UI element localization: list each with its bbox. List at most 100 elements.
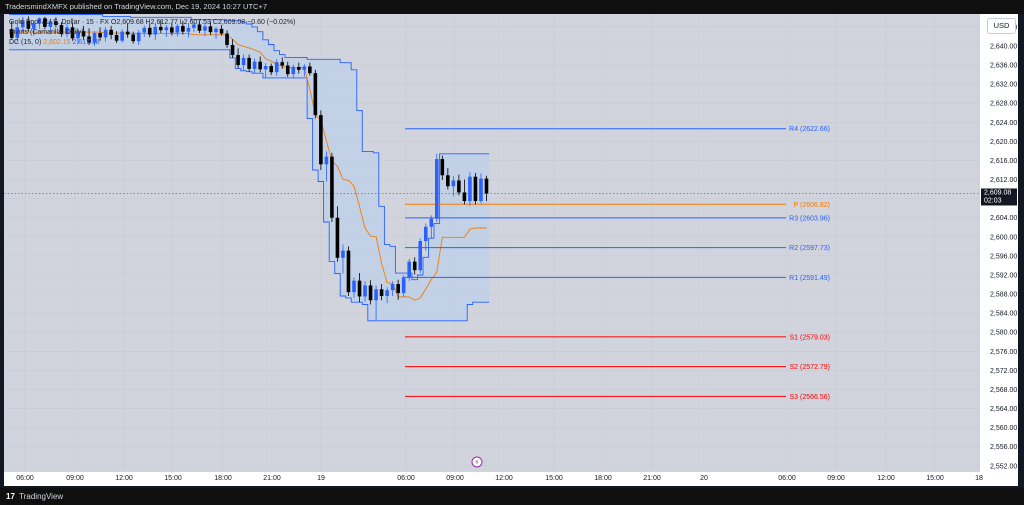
candle [241,57,246,66]
candle [291,66,296,75]
candle [418,241,423,271]
publisher-bar: TradersmindXMFX published on TradingView… [0,0,1024,14]
x-tick-label: 18:00 [214,475,232,482]
candlestick-chart[interactable]: 2,644.002,640.002,636.002,632.002,628.00… [4,14,1018,486]
x-tick-label: 15:00 [926,475,944,482]
tradingview-logo-icon[interactable]: 17 [6,492,15,501]
tradingview-brand[interactable]: TradingView [19,492,64,501]
candle [457,180,461,193]
candle [407,261,411,278]
candle [98,33,102,38]
candle [396,284,400,294]
candle [219,28,224,34]
candle [170,27,174,33]
candle [230,45,235,56]
candle [352,280,356,293]
candle [385,290,389,296]
y-tick-label: 2,560.00 [990,425,1017,432]
footer-bar: 17 TradingView [0,488,1024,505]
time-axis-background [4,472,980,486]
x-tick-label: 06:00 [397,475,415,482]
chart-frame[interactable]: 2,644.002,640.002,636.002,632.002,628.00… [4,14,1018,486]
pivots-legend-line[interactable]: Pivots (Camarilla, Daily) [9,29,84,36]
y-tick-label: 2,604.00 [990,215,1017,222]
last-price-badge [981,188,1017,206]
pivot-label-s3: S3 (2566.56) [790,394,830,401]
candle [208,26,213,33]
candle [192,24,196,28]
candle [164,27,169,31]
currency-button[interactable]: USD [987,18,1016,34]
channel-lower-line [9,49,490,322]
candle [76,31,80,39]
y-tick-label: 2,600.00 [990,234,1017,241]
candle [236,55,240,66]
y-tick-label: 2,572.00 [990,368,1017,375]
candle [114,34,119,41]
y-tick-label: 2,580.00 [990,330,1017,337]
x-tick-label: 12:00 [115,475,133,482]
y-tick-label: 2,596.00 [990,253,1017,260]
candle [54,21,58,25]
x-tick-label: 12:00 [495,475,513,482]
candle [319,115,323,165]
y-tick-label: 2,612.00 [990,177,1017,184]
pivot-label-p: P (2606.82) [794,202,830,209]
y-tick-label: 2,616.00 [990,158,1017,165]
candle [285,65,290,75]
candle [274,62,279,73]
y-tick-label: 2,592.00 [990,272,1017,279]
indicator-legend-line[interactable]: DC (15, 0) 2,602.15 2,617.38 [9,38,295,48]
candle [181,25,185,32]
candle [363,285,367,297]
last-price-label: 2,609.08 [984,189,1011,196]
candle [70,27,75,39]
candle [368,285,373,301]
y-tick-label: 2,576.00 [990,349,1017,356]
candle [225,33,229,46]
candle [462,192,467,202]
candle [429,218,434,227]
pivot-label-s2: S2 (2572.79) [790,364,830,371]
symbol-legend-line[interactable]: Gold Spot / U.S. Dollar · 15 · FX O2,609… [9,19,296,26]
candle [131,34,135,42]
publisher-text: TradersmindXMFX published on TradingView… [5,2,268,11]
y-tick-label: 2,624.00 [990,120,1017,127]
x-tick-label: 06:00 [16,475,34,482]
candle [103,29,108,38]
candle [341,250,345,258]
candle [247,57,251,69]
price-axis-background [980,14,1018,486]
candle [390,284,395,291]
pivot-label-r3: R3 (2603.96) [789,215,830,222]
candle [15,27,20,38]
candle [92,33,97,43]
candle [484,178,489,194]
lightning-icon: ⚡ [475,459,480,467]
y-tick-label: 2,588.00 [990,292,1017,299]
event-flag-icon [471,456,483,468]
candle [440,159,445,176]
candle [59,24,64,35]
candle [21,20,25,28]
y-tick-label: 2,632.00 [990,82,1017,89]
y-tick-label: 2,556.00 [990,444,1017,451]
candle [263,66,268,70]
y-tick-label: 2,636.00 [990,63,1017,70]
plot-background [4,14,980,472]
candle [32,23,36,29]
candle [214,28,218,33]
candle [136,32,141,42]
candle [26,20,31,29]
candle [142,27,147,33]
candle [297,66,301,70]
indicator-label: DC (15, 0) [9,39,42,46]
y-tick-label: 2,640.00 [990,43,1017,50]
candle [37,18,42,24]
x-tick-label: 06:00 [778,475,796,482]
y-tick-label: 2,628.00 [990,101,1017,108]
candle [120,31,124,41]
candle [9,29,14,38]
candle [125,31,130,35]
candle [313,73,318,116]
